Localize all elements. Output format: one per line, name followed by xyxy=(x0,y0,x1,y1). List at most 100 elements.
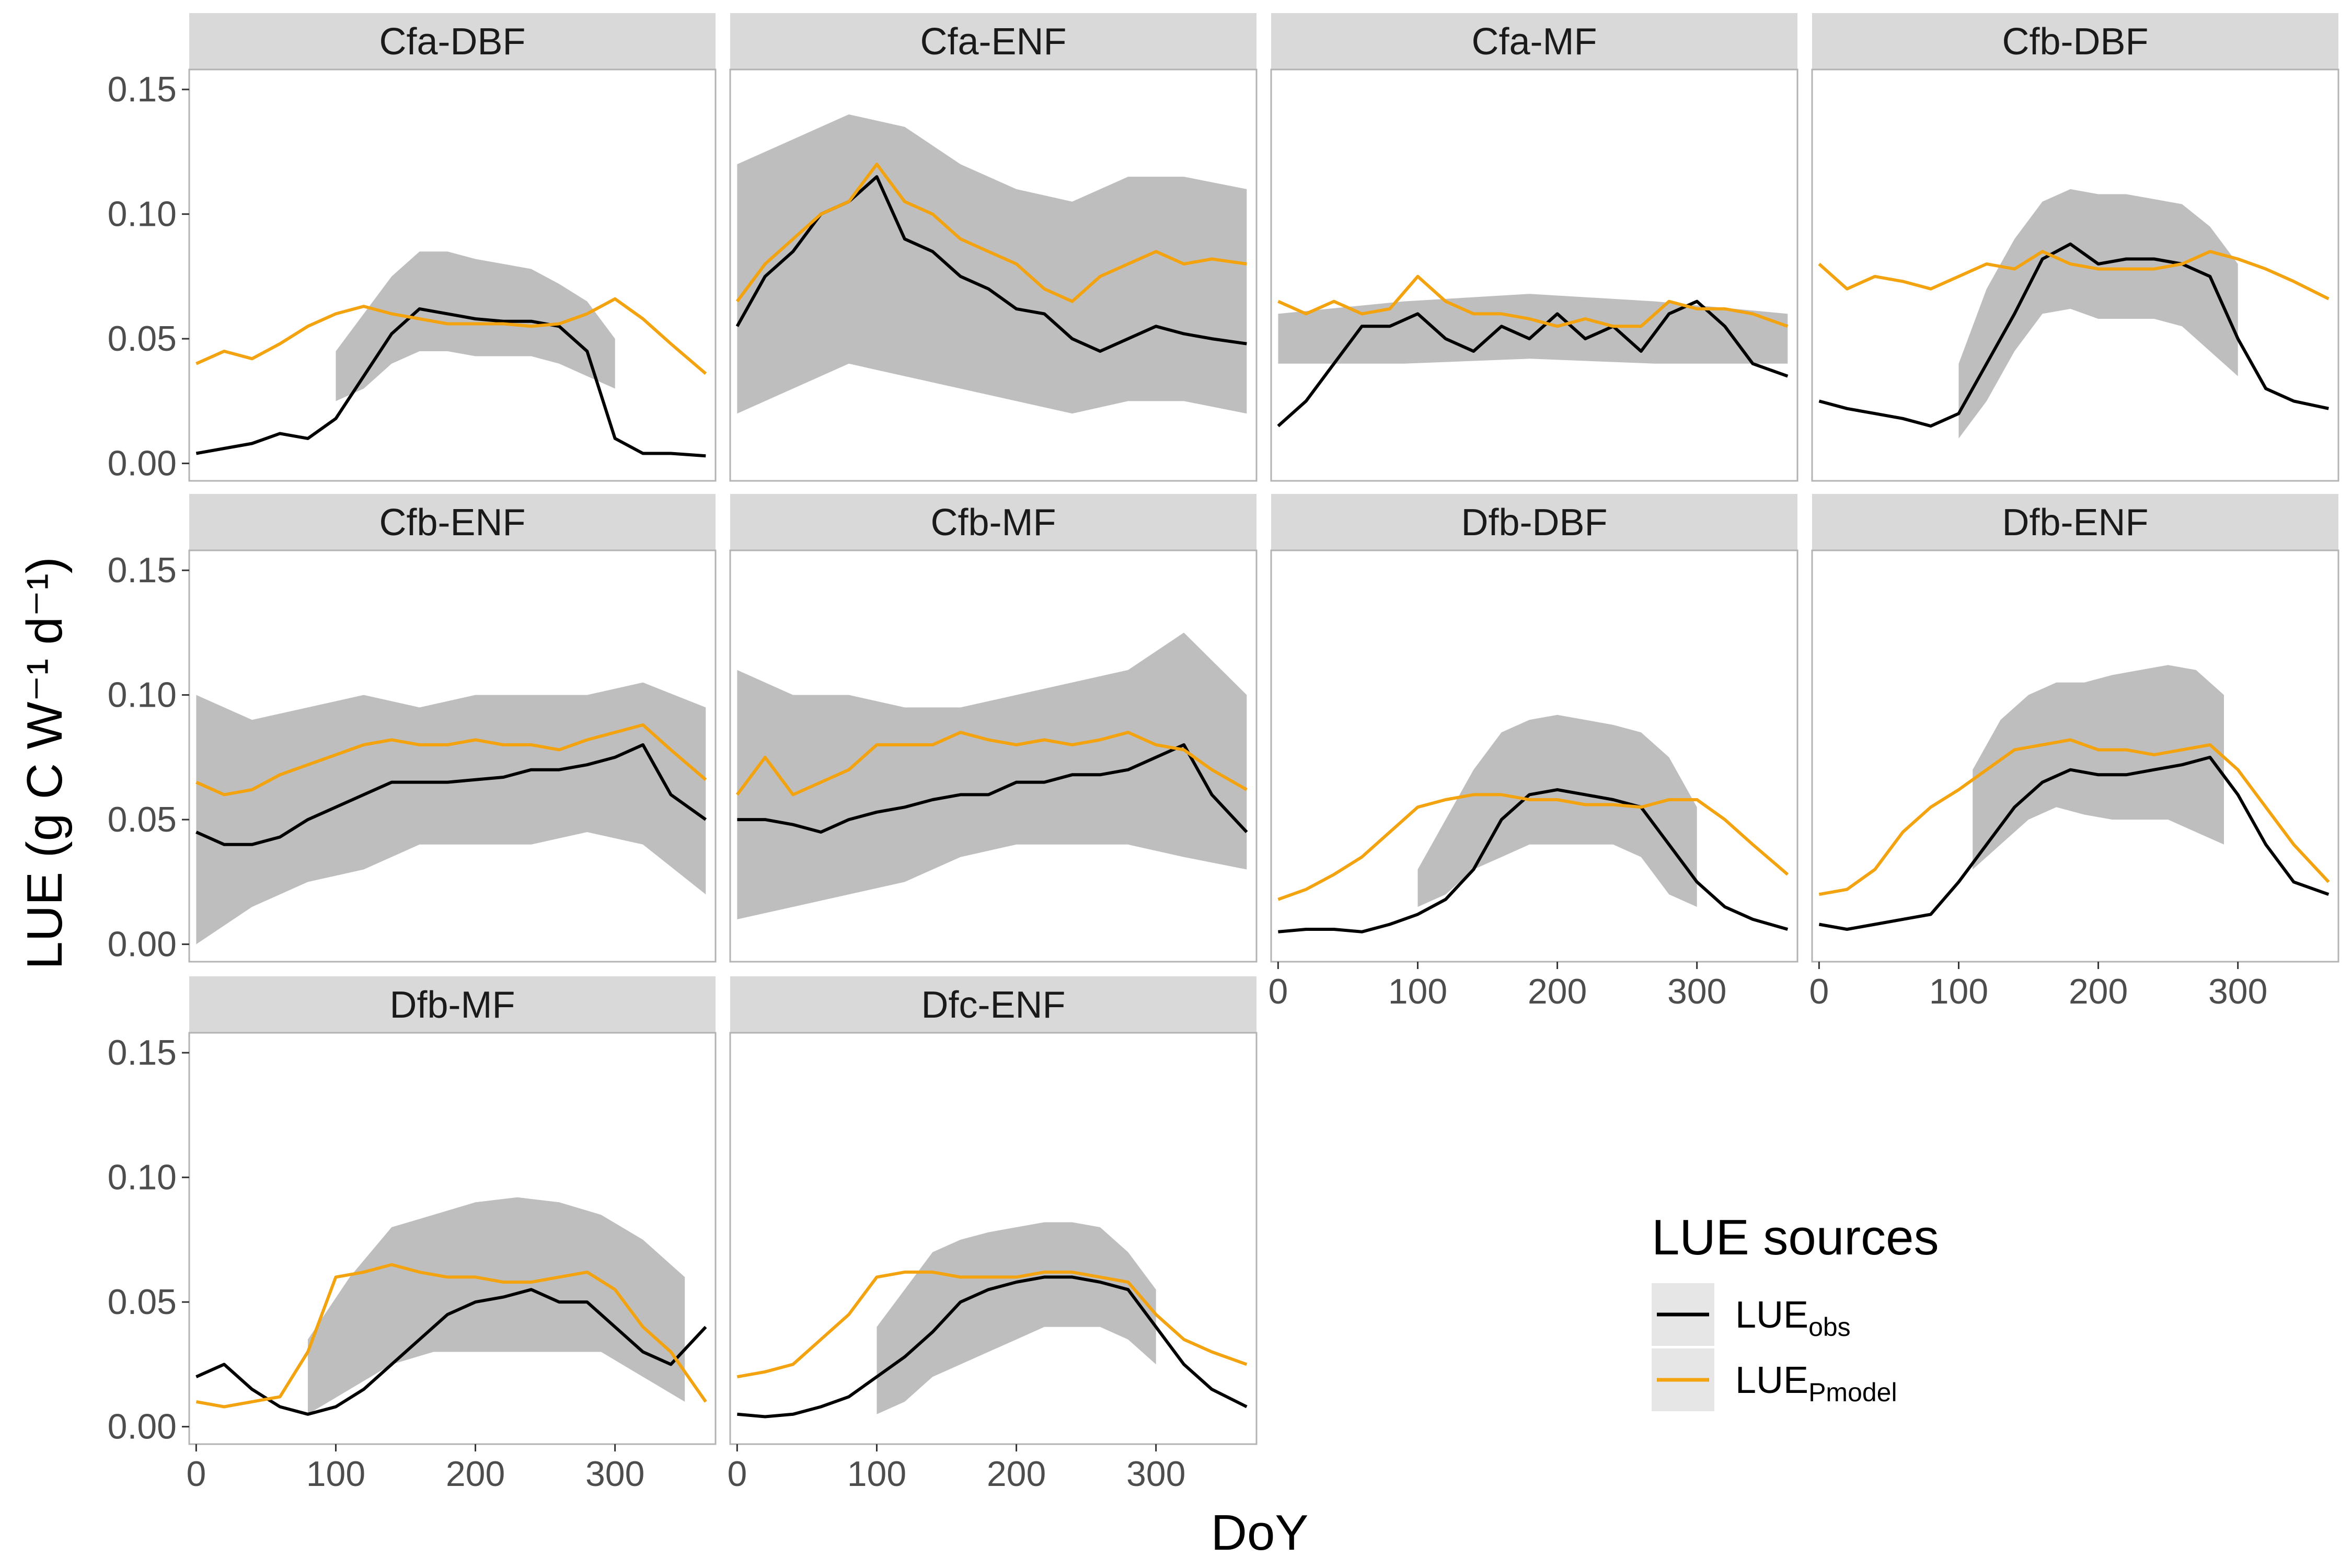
x-tick-label: 300 xyxy=(585,1454,644,1494)
x-tick-label: 0 xyxy=(186,1454,206,1494)
panel-dfb-dbf: Dfb-DBF 0 100 200 300 xyxy=(1268,494,1798,1011)
x-tick-label: 0 xyxy=(727,1454,747,1494)
x-tick-label: 100 xyxy=(306,1454,365,1494)
x-tick-label: 0 xyxy=(1809,972,1829,1011)
obs-uncertainty-band xyxy=(196,682,706,944)
obs-uncertainty-band xyxy=(1417,714,1697,907)
panel-strip xyxy=(189,494,716,550)
lue-pmodel-line xyxy=(1818,738,2330,896)
y-tick-label: 0.00 xyxy=(108,925,177,964)
panel-title: Cfa-ENF xyxy=(920,21,1066,63)
x-tick-label: 300 xyxy=(2208,972,2267,1011)
panel-strip xyxy=(1812,13,2338,70)
panel-strip xyxy=(730,494,1256,550)
lue-pmodel-line xyxy=(1818,250,2330,301)
legend-label-pmodel: LUEPmodel xyxy=(1735,1359,1897,1407)
panel-title: Dfb-DBF xyxy=(1461,502,1607,544)
y-tick-label: 0.00 xyxy=(108,444,177,483)
lue-pmodel-line xyxy=(195,1263,707,1409)
panel-cfb-dbf: Cfb-DBF xyxy=(1811,13,2339,482)
lue-pmodel-line xyxy=(735,731,1248,797)
legend-title: LUE sources xyxy=(1652,1209,1939,1265)
obs-uncertainty-band xyxy=(308,1197,685,1414)
obs-uncertainty-band xyxy=(1973,665,2224,870)
y-tick-label: 0.10 xyxy=(108,194,177,234)
lue-obs-line xyxy=(737,1275,1248,1419)
panel-strip xyxy=(730,976,1256,1033)
legend: LUE sources LUEobs LUEPmodel xyxy=(1652,1209,1939,1411)
panel-title: Cfb-ENF xyxy=(379,502,525,544)
lue-obs-line xyxy=(737,743,1248,834)
legend-label-pmodel-main: LUE xyxy=(1735,1359,1808,1401)
x-tick-label: 300 xyxy=(1667,972,1726,1011)
lue-obs-line xyxy=(195,1288,707,1416)
panel-dfb-mf: Dfb-MF 0.00 0.05 0.10 0.15 0 100 200 300 xyxy=(108,976,717,1494)
y-tick-label: 0.15 xyxy=(108,70,177,109)
y-tick-label: 0.05 xyxy=(108,319,177,359)
lue-obs-line xyxy=(195,307,706,458)
y-tick-label: 0.15 xyxy=(108,550,177,590)
lue-obs-line xyxy=(195,743,707,846)
panel-cfb-enf: Cfb-ENF 0.00 0.05 0.10 0.15 xyxy=(108,494,717,964)
panel-title: Dfb-ENF xyxy=(2002,502,2148,544)
x-axis-title: DoY xyxy=(1211,1505,1309,1561)
panel-strip xyxy=(189,13,716,70)
panel-strip xyxy=(1812,494,2338,550)
x-tick-label: 200 xyxy=(446,1454,505,1494)
x-tick-label: 200 xyxy=(1528,972,1587,1011)
legend-label-obs-main: LUE xyxy=(1735,1294,1808,1336)
lue-pmodel-line xyxy=(195,297,707,375)
obs-uncertainty-band xyxy=(1278,294,1788,364)
lue-pmodel-line xyxy=(736,1270,1248,1379)
panel-cfb-mf: Cfb-MF xyxy=(729,494,1258,963)
panel-title: Dfc-ENF xyxy=(921,984,1066,1026)
x-tick-label: 200 xyxy=(2069,972,2128,1011)
x-tick-label: 100 xyxy=(1929,972,1988,1011)
panels-layer: Cfa-DBF 0.00 0.05 0.10 0.15 Cfa-ENF Cfa-MF Cfb-… xyxy=(108,13,2339,1494)
panel-title: Cfb-DBF xyxy=(2002,21,2148,63)
x-tick-label: 100 xyxy=(847,1454,906,1494)
panel-title: Dfb-MF xyxy=(390,984,515,1026)
panel-strip xyxy=(1271,494,1797,550)
panel-dfc-enf: Dfc-ENF 0 100 200 300 xyxy=(727,976,1258,1494)
obs-uncertainty-band xyxy=(877,1222,1156,1414)
panel-plot-area xyxy=(1270,68,1798,482)
panel-title: Cfa-DBF xyxy=(379,21,525,63)
x-tick-label: 0 xyxy=(1268,972,1288,1011)
lue-pmodel-line xyxy=(1277,274,1789,328)
panel-strip xyxy=(189,976,716,1033)
lue-pmodel-line xyxy=(1277,793,1789,901)
lue-obs-line xyxy=(1278,788,1789,933)
obs-uncertainty-band xyxy=(737,632,1247,919)
legend-label-obs: LUEobs xyxy=(1735,1294,1851,1342)
y-tick-label: 0.05 xyxy=(108,800,177,839)
lue-pmodel-line xyxy=(195,723,707,797)
lue-pmodel-line xyxy=(735,163,1247,303)
lue-obs-line xyxy=(1818,755,2330,931)
panel-strip xyxy=(730,13,1256,70)
obs-uncertainty-band xyxy=(336,251,615,401)
panel-title: Cfb-MF xyxy=(931,502,1056,544)
panel-dfb-enf: Dfb-ENF 0 100 200 300 xyxy=(1809,494,2339,1011)
y-tick-label: 0.15 xyxy=(108,1033,177,1073)
x-tick-label: 300 xyxy=(1126,1454,1185,1494)
y-tick-label: 0.10 xyxy=(108,675,177,715)
y-tick-label: 0.05 xyxy=(108,1282,177,1322)
legend-label-obs-sub: obs xyxy=(1808,1312,1851,1342)
panel-cfa-enf: Cfa-ENF xyxy=(729,13,1258,482)
panel-title: Cfa-MF xyxy=(1472,21,1597,63)
panel-strip xyxy=(1271,13,1797,70)
x-tick-label: 200 xyxy=(987,1454,1046,1494)
legend-label-pmodel-sub: Pmodel xyxy=(1808,1378,1897,1407)
y-tick-label: 0.10 xyxy=(108,1158,177,1197)
panel-cfa-mf: Cfa-MF xyxy=(1270,13,1798,482)
obs-uncertainty-band xyxy=(1958,189,2238,439)
lue-obs-line xyxy=(1818,242,2329,428)
y-tick-label: 0.00 xyxy=(108,1407,177,1447)
panel-cfa-dbf: Cfa-DBF 0.00 0.05 0.10 0.15 xyxy=(108,13,717,483)
x-tick-label: 100 xyxy=(1388,972,1447,1011)
lue-obs-line xyxy=(1277,299,1789,428)
y-axis-title: LUE (g C W⁻¹ d⁻¹) xyxy=(17,557,73,969)
